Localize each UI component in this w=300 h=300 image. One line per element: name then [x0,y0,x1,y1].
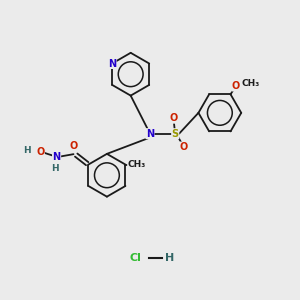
Text: O: O [36,147,44,157]
Text: O: O [232,81,240,91]
Text: N: N [108,58,116,68]
Text: S: S [172,129,179,139]
Text: O: O [69,141,78,151]
Text: CH₃: CH₃ [128,160,146,169]
Text: N: N [146,129,154,139]
Text: H: H [23,146,31,155]
Text: O: O [179,142,188,152]
Text: H: H [165,254,175,263]
Text: N: N [52,152,61,162]
Text: O: O [170,113,178,123]
Text: CH₃: CH₃ [241,79,259,88]
Text: H: H [51,164,59,173]
Text: Cl: Cl [129,254,141,263]
